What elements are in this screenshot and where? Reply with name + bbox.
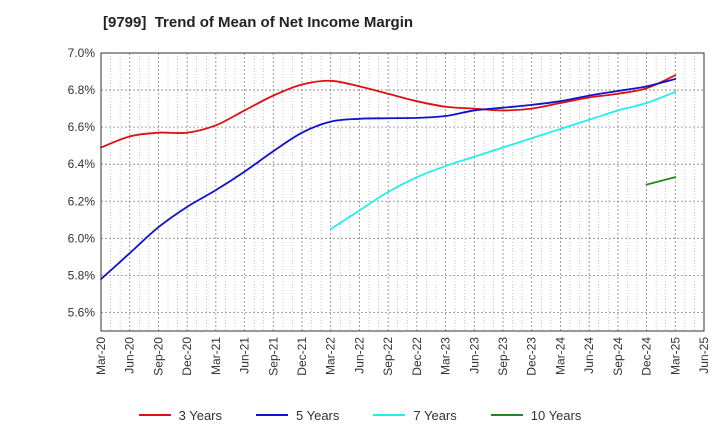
x-tick-label: Dec-23 xyxy=(525,337,539,376)
gridlines xyxy=(100,52,705,331)
series-lines xyxy=(100,74,677,281)
legend-label: 5 Years xyxy=(296,407,340,423)
x-tick-label: Mar-25 xyxy=(668,337,682,375)
series-line-5-years xyxy=(100,78,677,281)
y-tick-label: 6.8% xyxy=(68,83,96,97)
x-tick-label: Mar-24 xyxy=(553,337,567,375)
x-tick-label: Sep-23 xyxy=(496,337,510,376)
y-tick-label: 6.0% xyxy=(68,231,96,245)
x-tick-label: Sep-21 xyxy=(266,337,280,376)
x-tick-label: Jun-23 xyxy=(467,337,481,374)
legend-label: 10 Years xyxy=(530,407,582,423)
plot-area-background xyxy=(101,53,704,331)
y-tick-label: 6.2% xyxy=(68,194,96,208)
x-tick-label: Mar-20 xyxy=(94,337,108,375)
x-tick-label: Jun-22 xyxy=(352,337,366,374)
y-tick-label: 6.4% xyxy=(68,157,96,171)
legend-item-7-years: 7 Years xyxy=(373,407,457,423)
legend-swatch xyxy=(373,414,406,416)
plot-area-border xyxy=(100,52,705,332)
x-tick-label: Jun-20 xyxy=(123,337,137,374)
x-axis-tick-labels: Mar-20 Jun-20 Sep-20 Dec-20 Mar-21 Jun-21 Sep-… xyxy=(94,337,711,376)
legend-swatch xyxy=(138,414,171,416)
x-tick-label: Jun-25 xyxy=(697,337,711,374)
legend-label: 3 Years xyxy=(178,407,222,423)
x-tick-label: Dec-21 xyxy=(295,337,309,376)
chart-title: [9799] Trend of Mean of Net Income Margi… xyxy=(103,14,414,31)
series-line-7-years xyxy=(329,91,677,230)
legend-item-10-years: 10 Years xyxy=(490,407,582,423)
legend: 3 Years 5 Years 7 Years 10 Years xyxy=(0,404,720,426)
y-axis-tick-labels: 5.6% 5.8% 6.0% 6.2% 6.4% 6.6% 6.8% 7.0% xyxy=(68,46,96,319)
x-tick-label: Jun-24 xyxy=(582,337,596,374)
legend-swatch xyxy=(256,414,288,416)
x-tick-label: Mar-21 xyxy=(209,337,223,375)
y-tick-label: 6.6% xyxy=(68,120,96,134)
y-tick-label: 5.8% xyxy=(68,268,96,282)
legend-item-5-years: 5 Years xyxy=(256,408,339,423)
x-tick-label: Dec-20 xyxy=(180,337,194,376)
x-tick-label: Sep-20 xyxy=(151,337,165,376)
y-tick-label: 7.0% xyxy=(68,46,96,60)
x-tick-label: Sep-22 xyxy=(381,337,395,376)
x-tick-label: Dec-22 xyxy=(410,337,424,376)
legend-item-3-years: 3 Years xyxy=(138,407,222,423)
x-tick-label: Mar-22 xyxy=(324,337,338,375)
x-tick-label: Dec-24 xyxy=(640,337,654,376)
series-line-3-years xyxy=(100,74,677,149)
x-tick-label: Jun-21 xyxy=(238,337,252,374)
x-tick-label: Sep-24 xyxy=(611,337,625,376)
legend-swatch xyxy=(490,414,523,416)
y-tick-label: 5.6% xyxy=(68,305,96,319)
legend-label: 7 Years xyxy=(413,407,457,423)
series-line-10-years xyxy=(645,176,677,186)
x-tick-label: Mar-23 xyxy=(439,337,453,375)
